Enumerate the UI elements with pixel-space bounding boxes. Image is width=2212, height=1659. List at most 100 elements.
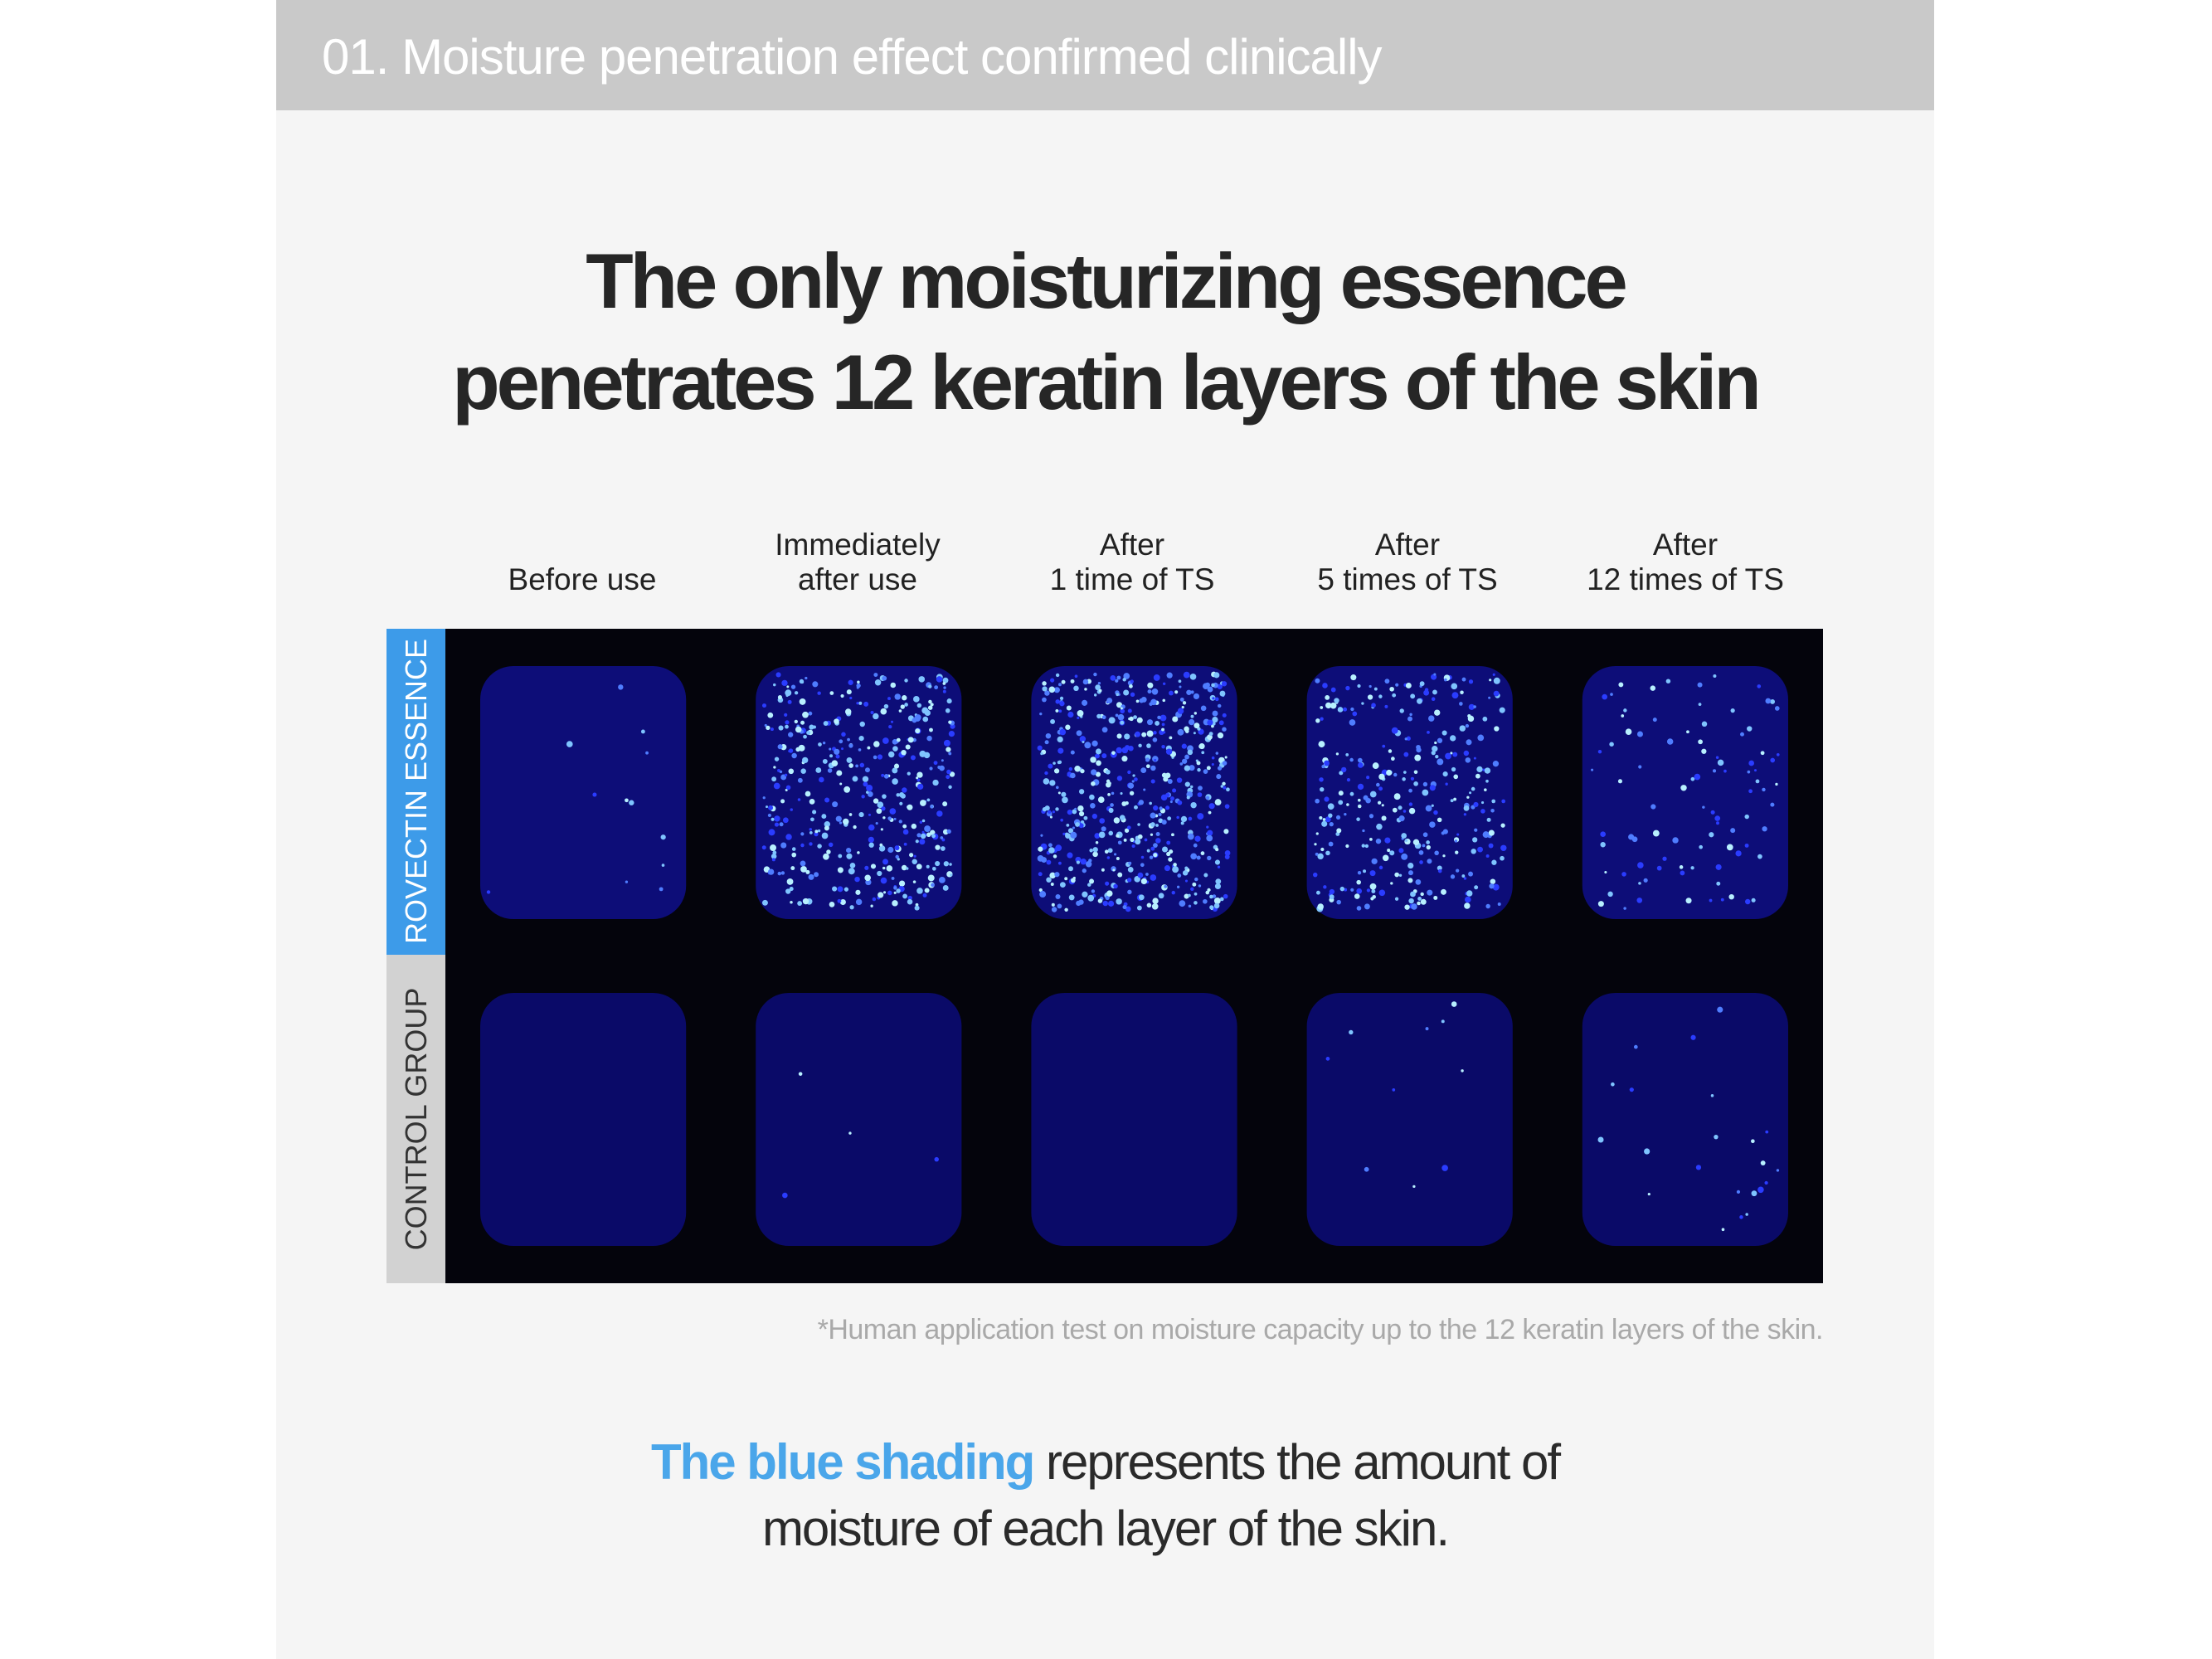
moisture-dot (1198, 744, 1203, 749)
moisture-dot (1197, 813, 1204, 820)
moisture-dot (1476, 766, 1483, 773)
moisture-dot (1207, 830, 1213, 836)
moisture-dot (566, 741, 573, 747)
moisture-dot (1710, 1094, 1714, 1097)
moisture-dot (773, 766, 776, 769)
moisture-dot (926, 735, 932, 742)
moisture-dot (1623, 708, 1627, 713)
moisture-dot (1694, 773, 1701, 781)
moisture-dot (938, 876, 946, 883)
moisture-dot (1042, 681, 1047, 686)
moisture-dot (1690, 776, 1695, 781)
moisture-dot (1656, 865, 1662, 871)
moisture-dot (1628, 834, 1635, 840)
moisture-dot (1130, 837, 1135, 843)
moisture-dot (1115, 713, 1119, 718)
moisture-dot (1391, 727, 1398, 734)
caption-line: moisture of each layer of the skin. (761, 1501, 1450, 1556)
moisture-dot (1323, 885, 1327, 889)
moisture-dot (809, 798, 815, 805)
moisture-dot (1445, 752, 1451, 760)
moisture-dot (1349, 1029, 1354, 1035)
moisture-dot (1482, 831, 1490, 839)
moisture-dot (1335, 815, 1341, 820)
moisture-dot (1404, 839, 1408, 842)
moisture-dot (1161, 727, 1165, 732)
moisture-dot (918, 676, 926, 683)
moisture-dot (940, 846, 946, 851)
moisture-dot (882, 891, 887, 894)
moisture-dot (1116, 857, 1120, 861)
moisture-dot (1690, 1034, 1696, 1040)
moisture-dot (1050, 718, 1056, 724)
moisture-dot (929, 766, 933, 771)
moisture-dot (795, 747, 800, 752)
moisture-dot (1319, 815, 1323, 820)
moisture-dot (1092, 847, 1098, 853)
moisture-dot (1180, 821, 1184, 825)
moisture-dot (1325, 1057, 1330, 1061)
moisture-dot (809, 828, 813, 831)
moisture-dot (1059, 700, 1065, 707)
moisture-dot (1037, 855, 1044, 862)
moisture-dot (1366, 776, 1370, 780)
moisture-dot (1698, 703, 1702, 706)
moisture-dot (1477, 846, 1483, 853)
column-label: After 5 times of TS (1275, 514, 1540, 597)
moisture-dot (1174, 690, 1179, 694)
moisture-dot (1762, 826, 1767, 832)
moisture-dot (1222, 781, 1226, 786)
moisture-dot (1776, 1169, 1780, 1172)
moisture-dot (1161, 820, 1167, 825)
moisture-dot (1218, 720, 1224, 726)
moisture-dot (1116, 834, 1120, 838)
moisture-dot (1317, 903, 1324, 910)
moisture-dot (1095, 748, 1101, 755)
moisture-dot (1650, 685, 1656, 691)
moisture-dot (1224, 756, 1228, 759)
moisture-dot (1179, 697, 1184, 702)
moisture-dot (1415, 878, 1422, 885)
moisture-dot (1322, 818, 1326, 821)
moisture-dot (1776, 752, 1780, 757)
moisture-dot (1146, 730, 1154, 737)
moisture-dot (866, 784, 873, 791)
moisture-dot (1715, 864, 1722, 870)
moisture-dot (1382, 744, 1386, 748)
moisture-dot (1048, 843, 1053, 848)
moisture-dot (1076, 730, 1082, 737)
moisture-dot (1321, 765, 1325, 769)
moisture-dot (942, 677, 949, 684)
moisture-dot (1117, 840, 1122, 845)
moisture-dot (1686, 730, 1689, 734)
moisture-dot (1067, 852, 1073, 859)
moisture-dot (784, 713, 788, 717)
moisture-dot (907, 737, 914, 743)
moisture-dot (858, 735, 864, 742)
moisture-dot (1474, 885, 1479, 890)
moisture-dot (788, 768, 795, 775)
moisture-dot (1473, 705, 1476, 708)
moisture-dot (867, 791, 873, 797)
moisture-dot (1207, 855, 1212, 861)
moisture-dot (1140, 863, 1145, 868)
skin-sample (480, 666, 687, 919)
moisture-dot (1197, 792, 1203, 797)
moisture-dot (1625, 728, 1632, 736)
moisture-dot (1190, 785, 1194, 789)
moisture-dot (1080, 768, 1085, 774)
moisture-dot (815, 767, 822, 773)
moisture-dot (1369, 684, 1372, 688)
moisture-dot (1055, 673, 1060, 678)
moisture-dot (800, 680, 805, 684)
moisture-dot (1150, 779, 1155, 784)
moisture-dot (785, 785, 791, 791)
moisture-dot (893, 763, 900, 769)
moisture-dot (1152, 737, 1158, 742)
moisture-dot (1037, 745, 1043, 751)
moisture-dot (1408, 870, 1413, 876)
moisture-dot (1322, 683, 1328, 688)
moisture-dot (1325, 850, 1330, 856)
headline: penetrates 12 keratin layers of the skin (452, 338, 1762, 426)
column-label: Before use (450, 514, 715, 597)
